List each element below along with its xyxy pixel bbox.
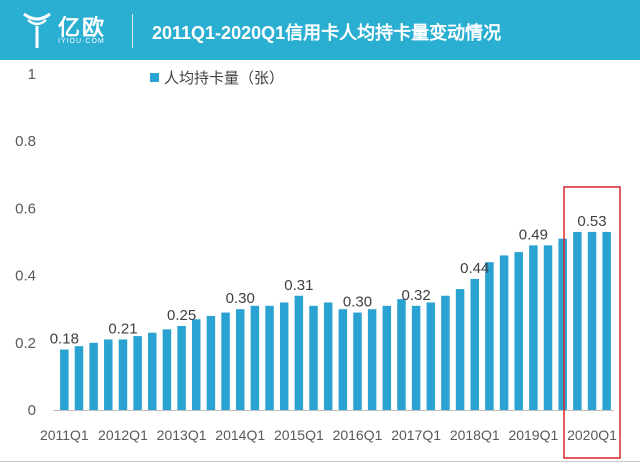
bar bbox=[191, 319, 201, 410]
bottom-rule bbox=[0, 461, 640, 469]
header-bar: 亿欧 IYIOU·COM 2011Q1-2020Q1信用卡人均持卡量变动情况 bbox=[0, 0, 640, 60]
bar-chart: 0 0.2 0.4 0.6 0.8 1 0.18 0.21 0.25 0.30 0.31 0.30 0.… bbox=[15, 66, 621, 459]
bar bbox=[529, 245, 538, 410]
data-label: 0.49 bbox=[519, 226, 548, 243]
y-tick-label: 0.2 bbox=[15, 335, 36, 352]
yiou-logo-icon bbox=[23, 12, 51, 48]
logo-text: 亿欧 bbox=[58, 15, 107, 40]
bar bbox=[206, 315, 216, 410]
bar bbox=[411, 305, 421, 410]
bar bbox=[499, 255, 509, 410]
bar bbox=[74, 346, 84, 410]
bar bbox=[455, 289, 465, 410]
bar bbox=[367, 309, 377, 410]
bar bbox=[587, 231, 597, 410]
bar bbox=[323, 302, 333, 410]
bar bbox=[353, 312, 362, 410]
x-tick-label: 2012Q1 bbox=[98, 427, 148, 443]
bar bbox=[543, 245, 553, 410]
y-tick-label: 0 bbox=[28, 402, 36, 419]
bar bbox=[162, 329, 172, 410]
data-label: 0.21 bbox=[108, 320, 137, 337]
x-tick-label: 2014Q1 bbox=[215, 427, 265, 443]
bar bbox=[485, 262, 494, 410]
bar bbox=[60, 349, 69, 410]
legend-swatch bbox=[150, 73, 159, 82]
bar bbox=[602, 231, 611, 410]
bar bbox=[235, 309, 245, 410]
bar bbox=[514, 252, 523, 410]
highlight-box bbox=[563, 186, 621, 459]
x-tick-label: 2016Q1 bbox=[333, 427, 383, 443]
y-tick-label: 0.6 bbox=[15, 200, 36, 217]
bar bbox=[118, 339, 128, 410]
bar bbox=[441, 295, 450, 410]
bar bbox=[250, 305, 260, 410]
bar bbox=[89, 342, 98, 410]
bar bbox=[294, 295, 304, 410]
y-tick-label: 1 bbox=[28, 66, 36, 83]
bar bbox=[265, 305, 274, 410]
bar bbox=[470, 278, 480, 410]
bar bbox=[221, 312, 230, 410]
bar bbox=[558, 238, 567, 410]
bar bbox=[382, 305, 392, 410]
header-divider bbox=[132, 14, 133, 48]
bar bbox=[148, 332, 157, 410]
data-label: 0.53 bbox=[577, 213, 606, 230]
x-tick-label: 2020Q1 bbox=[567, 427, 617, 443]
data-label: 0.30 bbox=[343, 294, 372, 311]
x-tick-label: 2018Q1 bbox=[450, 427, 500, 443]
bar bbox=[338, 309, 348, 410]
y-tick-label: 0.4 bbox=[15, 268, 36, 285]
data-label: 0.31 bbox=[284, 277, 313, 294]
x-tick-label: 2011Q1 bbox=[40, 427, 89, 443]
bar bbox=[279, 302, 289, 410]
data-label: 0.25 bbox=[167, 307, 196, 324]
x-tick-label: 2019Q1 bbox=[508, 427, 558, 443]
bar bbox=[177, 326, 186, 410]
bar bbox=[133, 336, 142, 410]
data-label: 0.30 bbox=[226, 290, 255, 307]
x-tick-label: 2013Q1 bbox=[157, 427, 207, 443]
legend-label: 人均持卡量（张） bbox=[164, 70, 284, 87]
logo-subtext: IYIOU·COM bbox=[58, 38, 105, 45]
data-label: 0.18 bbox=[50, 331, 79, 348]
bar bbox=[397, 299, 406, 410]
data-label: 0.32 bbox=[402, 287, 431, 304]
bar bbox=[573, 231, 582, 410]
y-tick-label: 0.8 bbox=[15, 133, 36, 150]
x-tick-label: 2015Q1 bbox=[274, 427, 324, 443]
x-tick-label: 2017Q1 bbox=[391, 427, 441, 443]
data-label: 0.44 bbox=[460, 260, 489, 277]
bar bbox=[426, 302, 436, 410]
page-title: 2011Q1-2020Q1信用卡人均持卡量变动情况 bbox=[152, 23, 502, 43]
bar bbox=[104, 339, 113, 410]
bar bbox=[309, 305, 318, 410]
